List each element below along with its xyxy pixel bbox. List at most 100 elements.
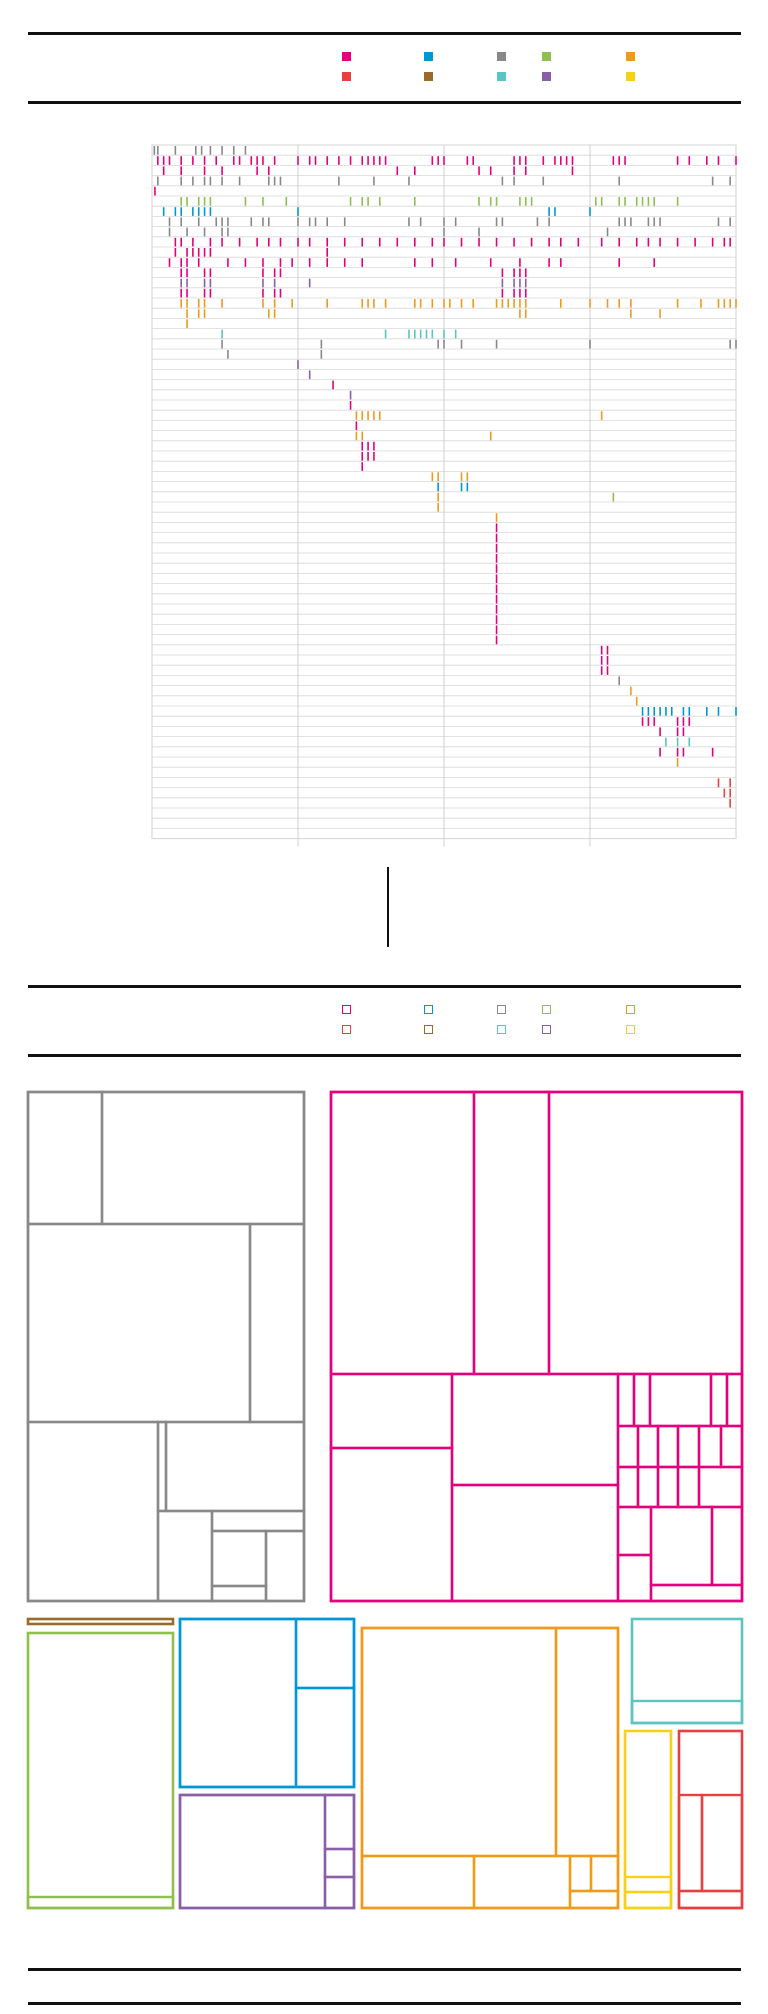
treemap-cell [450,1372,620,1487]
treemap-cell [360,1626,558,1858]
treemap-cell [649,1583,744,1603]
treemap-group [178,1617,356,1789]
treemap-group-frame [26,1617,175,1626]
top-rule-1 [28,32,741,35]
legend-timeline [0,32,768,92]
treemap-group-frame [360,1626,620,1910]
legend-swatch [626,1025,635,1034]
treemap-cell [630,1699,744,1725]
legend-swatch [542,1005,551,1014]
treemap-group [26,1617,175,1626]
treemap-cell [568,1889,620,1910]
treemap-cell [472,1090,551,1376]
treemap-group [178,1793,356,1910]
treemap-cell [264,1529,306,1603]
legend-swatch [424,72,433,81]
treemap-group [26,1090,306,1603]
treemap-cell [329,1446,454,1603]
legend-swatch [542,1025,551,1034]
connector-line [387,867,389,947]
legend-swatch [424,52,433,61]
treemap-cell [616,1553,653,1603]
bottom-rule-1 [28,1968,741,1971]
treemap-cell [649,1505,714,1587]
treemap-cell [719,1424,744,1469]
middle-rule-1 [28,985,741,988]
treemap-cell [100,1090,306,1226]
treemap-cell [323,1847,356,1879]
treemap-cell [248,1222,306,1424]
treemap-cell [709,1372,729,1428]
treemap-cell [710,1505,744,1587]
treemap-cell [294,1686,356,1789]
treemap-cell [623,1890,673,1910]
treemap-cell [26,1420,160,1603]
treemap-group [623,1729,673,1910]
treemap-group-frame [677,1729,744,1910]
legend-swatch [497,72,506,81]
treemap-cell [616,1372,636,1428]
treemap-cell [616,1424,640,1469]
bottom-rule-2 [28,2002,741,2005]
treemap-cell [697,1424,723,1469]
treemap-cell [656,1465,680,1509]
legend-swatch [424,1025,433,1034]
treemap-cell [636,1424,660,1469]
treemap-cell [26,1222,252,1424]
treemap-cell [156,1509,214,1603]
treemap-cell [294,1617,356,1690]
treemap-cell [360,1854,476,1910]
legend-swatch [342,72,351,81]
treemap-cell [677,1793,704,1893]
legend-swatch [542,52,551,61]
treemap-cell [616,1465,640,1509]
treemap-cell [589,1854,620,1893]
treemap-chart [26,1090,744,1910]
treemap-group-frame [329,1090,744,1603]
legend-swatch [626,1005,635,1014]
treemap-group [26,1631,175,1910]
treemap-cell [725,1372,744,1428]
legend-swatch [497,1005,506,1014]
treemap-cell [178,1617,298,1789]
treemap-cell [450,1483,620,1603]
treemap-cell [632,1372,652,1428]
treemap-group-frame [178,1793,356,1910]
treemap-group-frame [630,1617,744,1725]
legend-treemap [0,985,768,1045]
treemap-cell [677,1889,744,1910]
treemap-cell [26,1090,104,1226]
legend-swatch [542,72,551,81]
treemap-cell [329,1090,476,1376]
treemap-cell [323,1875,356,1910]
legend-swatch [626,72,635,81]
treemap-cell [700,1793,744,1893]
treemap-cell [472,1854,572,1910]
treemap-group [677,1729,744,1910]
treemap-cell [164,1420,306,1513]
middle-rule-2 [28,1054,741,1057]
timeline-chart [151,144,737,847]
treemap-cell [329,1372,454,1450]
treemap-cell [656,1424,680,1469]
treemap-group-frame [26,1090,306,1603]
treemap-group-frame [178,1617,356,1789]
treemap-cell [178,1793,327,1910]
treemap-cell [697,1465,744,1509]
treemap-cell [210,1509,306,1533]
treemap-group [630,1617,744,1725]
treemap-cell [547,1090,744,1376]
treemap-cell [210,1584,268,1603]
treemap-cell [568,1854,593,1893]
treemap-cell [676,1424,701,1469]
treemap-cell [616,1505,653,1557]
legend-swatch [342,1025,351,1034]
treemap-group-frame [26,1631,175,1910]
treemap-group [360,1626,620,1910]
top-rule-2 [28,101,741,104]
treemap-cell [636,1465,660,1509]
treemap-group [329,1090,744,1603]
legend-swatch [626,52,635,61]
treemap-cell [676,1465,701,1509]
treemap-cell [623,1875,673,1894]
